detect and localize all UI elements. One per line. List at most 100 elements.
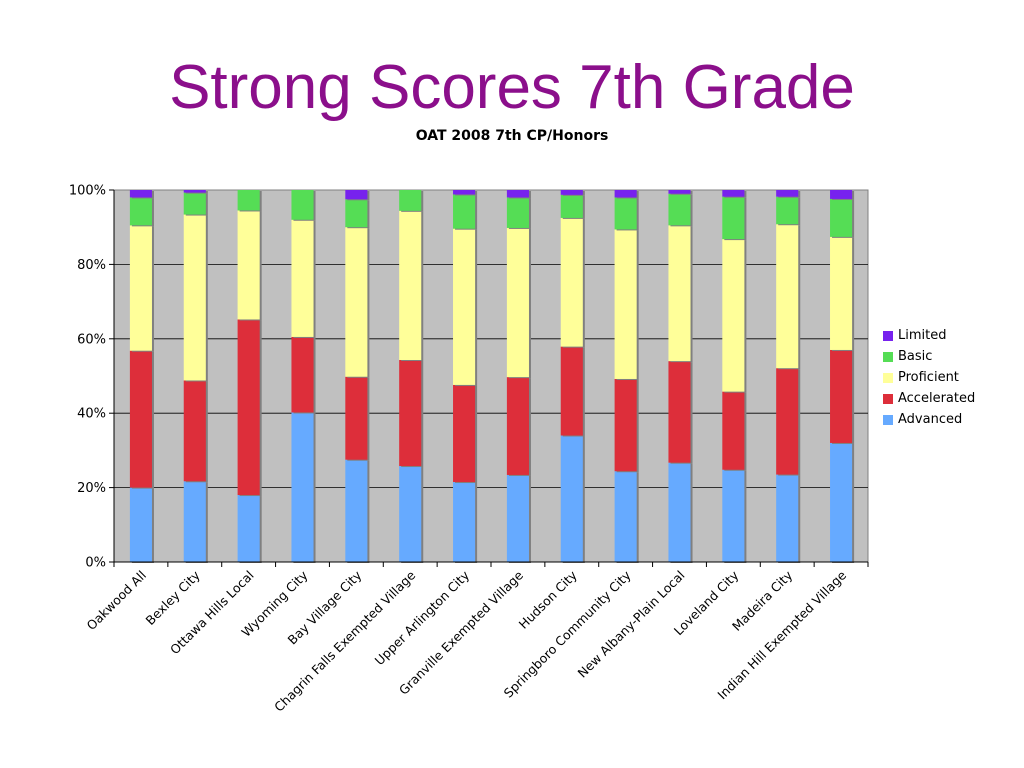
bar-stack: [129, 190, 154, 563]
y-axis: 0% 20% 40% 60% 80% 100%: [69, 184, 115, 571]
bar-stack: [776, 190, 801, 563]
x-category-label: Upper Arlington City: [372, 567, 473, 668]
legend-label: Accelerated: [898, 391, 976, 406]
bar-segment-basic: [668, 193, 691, 226]
bar-segment-advanced: [506, 474, 529, 562]
bar-segment-basic: [345, 199, 368, 228]
bar-segment-advanced: [237, 495, 260, 562]
bar-segment-basic: [291, 190, 314, 220]
bar-stack: [453, 190, 478, 563]
bar-segment-accelerated: [237, 319, 260, 496]
bar-segment-limited: [129, 190, 152, 198]
legend-item-proficient: Proficient: [883, 367, 975, 388]
bar-segment-limited: [183, 190, 206, 193]
bar-segment-basic: [560, 194, 583, 218]
bar-stack: [614, 190, 639, 563]
bar-segment-accelerated: [345, 376, 368, 460]
bar-segment-proficient: [776, 224, 799, 369]
slide-title: Strong Scores 7th Grade: [169, 53, 855, 122]
bar-segment-advanced: [183, 481, 206, 562]
bar-segment-limited: [830, 190, 853, 199]
plot-background: [113, 189, 869, 563]
legend-swatch: [883, 372, 893, 383]
bar-segment-limited: [614, 190, 637, 198]
bar-stack: [237, 190, 262, 563]
bar-stack: [560, 190, 585, 563]
bar-segment-proficient: [506, 227, 529, 378]
legend: Limited Basic Proficient Accelerated Advance…: [883, 325, 975, 430]
bar-segment-advanced: [453, 482, 476, 562]
bar-segment-proficient: [453, 228, 476, 385]
bar-segment-accelerated: [722, 391, 745, 470]
bar-stack: [722, 190, 747, 563]
x-category-label: New Albany-Plain Local: [575, 568, 688, 681]
bar-segment-advanced: [291, 412, 314, 562]
bar-segment-basic: [237, 190, 260, 211]
bar-segment-proficient: [722, 239, 745, 392]
y-tick-label: 20%: [77, 481, 106, 496]
bar-segment-advanced: [830, 442, 853, 562]
bar-segment-advanced: [129, 487, 152, 562]
bar-stack: [830, 190, 855, 563]
bar-stack: [506, 190, 531, 563]
bar-segment-limited: [345, 190, 368, 200]
legend-item-basic: Basic: [883, 346, 975, 367]
bar-segment-basic: [614, 197, 637, 230]
bar-segment-proficient: [291, 219, 314, 337]
bar-segment-accelerated: [291, 336, 314, 413]
chart-title: OAT 2008 7th CP/Honors: [415, 128, 609, 144]
y-tick-label: 40%: [77, 407, 106, 422]
bar-segment-accelerated: [506, 377, 529, 475]
bar-segment-advanced: [345, 459, 368, 562]
y-tick-label: 80%: [77, 258, 106, 273]
bar-segment-accelerated: [183, 380, 206, 482]
bar-segment-accelerated: [560, 346, 583, 436]
bar-stack: [183, 190, 208, 563]
bar-segment-basic: [129, 197, 152, 226]
bar-segment-accelerated: [129, 350, 152, 488]
bar-segment-basic: [453, 194, 476, 229]
bar-segment-proficient: [237, 210, 260, 320]
bar-segment-advanced: [776, 474, 799, 562]
bar-segment-advanced: [399, 466, 422, 562]
legend-label: Proficient: [898, 370, 959, 385]
bar-segment-limited: [776, 190, 799, 197]
bar-segment-proficient: [830, 236, 853, 350]
legend-swatch: [883, 414, 893, 425]
bar-segment-accelerated: [776, 368, 799, 475]
bar-segment-proficient: [345, 227, 368, 377]
bar-segment-accelerated: [614, 378, 637, 472]
legend-swatch: [883, 330, 893, 341]
bar-segment-advanced: [722, 469, 745, 562]
bar-segment-accelerated: [399, 360, 422, 467]
legend-item-accelerated: Accelerated: [883, 388, 975, 409]
legend-label: Limited: [898, 328, 947, 343]
bar-segment-limited: [722, 190, 745, 197]
legend-item-advanced: Advanced: [883, 409, 975, 430]
legend-swatch: [883, 351, 893, 362]
bar-segment-accelerated: [830, 349, 853, 443]
y-tick-label: 60%: [77, 332, 106, 347]
bar-segment-limited: [506, 190, 529, 198]
bar-segment-limited: [668, 190, 691, 194]
bars: [129, 190, 855, 563]
legend-label: Basic: [898, 349, 933, 364]
bar-segment-advanced: [560, 435, 583, 562]
bar-segment-advanced: [614, 471, 637, 562]
legend-label: Advanced: [898, 412, 963, 427]
bar-segment-advanced: [668, 462, 691, 562]
bar-segment-basic: [776, 196, 799, 225]
bar-segment-proficient: [560, 217, 583, 347]
bar-segment-proficient: [399, 210, 422, 361]
bar-segment-basic: [722, 196, 745, 240]
y-tick-label: 100%: [69, 184, 106, 199]
bar-segment-limited: [453, 190, 476, 195]
bar-segment-basic: [830, 198, 853, 237]
y-tick-label: 0%: [85, 556, 106, 571]
legend-swatch: [883, 393, 893, 404]
bar-segment-proficient: [183, 214, 206, 381]
bar-segment-basic: [183, 192, 206, 215]
legend-item-limited: Limited: [883, 325, 975, 346]
